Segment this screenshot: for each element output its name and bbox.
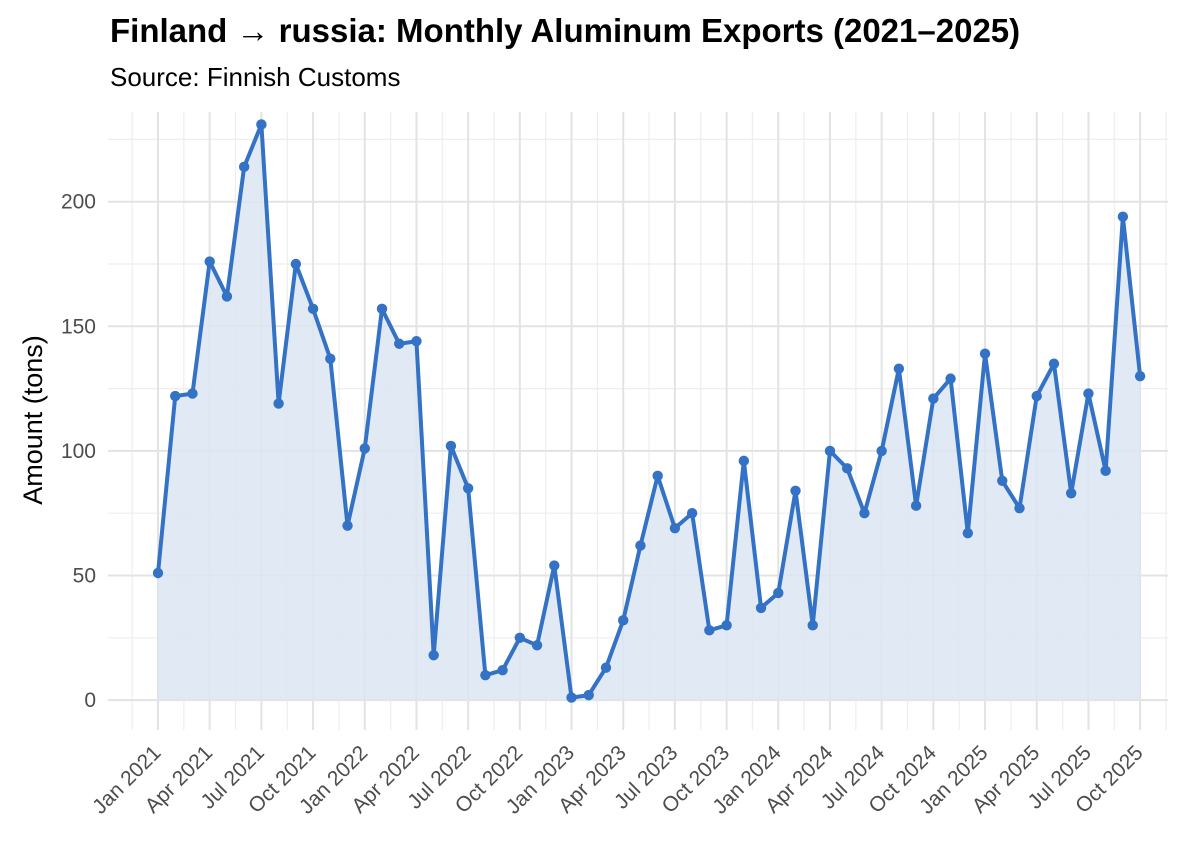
area-fill bbox=[158, 124, 1141, 701]
data-point bbox=[307, 303, 319, 315]
data-point bbox=[842, 463, 853, 474]
data-point bbox=[531, 640, 543, 651]
point-layer bbox=[152, 119, 1146, 703]
data-point bbox=[359, 443, 370, 454]
data-point bbox=[462, 483, 474, 494]
data-point bbox=[152, 567, 164, 579]
line-layer bbox=[156, 122, 1143, 700]
data-point bbox=[704, 625, 715, 636]
data-point bbox=[652, 470, 663, 482]
data-point bbox=[445, 440, 457, 452]
y-tick-label: 150 bbox=[61, 315, 96, 338]
data-point bbox=[600, 662, 612, 673]
data-point bbox=[376, 303, 388, 315]
data-point bbox=[618, 615, 629, 626]
y-tick-label: 200 bbox=[61, 191, 96, 214]
data-point bbox=[669, 522, 681, 534]
data-point bbox=[773, 587, 784, 599]
data-point bbox=[566, 692, 577, 703]
chart-title: Finland → russia: Monthly Aluminum Expor… bbox=[110, 12, 1021, 49]
data-point bbox=[480, 669, 491, 681]
chart-subtitle: Source: Finnish Customs bbox=[110, 62, 401, 92]
data-point bbox=[807, 620, 818, 631]
data-point bbox=[928, 393, 939, 404]
y-axis-label: Amount (tons) bbox=[18, 335, 48, 505]
data-point bbox=[1134, 370, 1146, 382]
data-point bbox=[411, 336, 422, 347]
data-point bbox=[549, 560, 560, 571]
y-tick-label: 100 bbox=[61, 440, 96, 463]
data-point bbox=[1014, 503, 1025, 514]
data-point bbox=[910, 500, 922, 511]
data-point bbox=[738, 455, 750, 467]
data-point bbox=[394, 338, 405, 349]
data-point bbox=[686, 508, 698, 519]
data-point bbox=[428, 650, 439, 661]
data-point bbox=[1048, 358, 1060, 369]
data-point bbox=[256, 119, 267, 130]
data-point bbox=[979, 348, 991, 359]
data-point bbox=[204, 256, 215, 267]
area-layer bbox=[158, 124, 1141, 701]
data-point bbox=[997, 475, 1008, 487]
data-point bbox=[325, 353, 336, 364]
data-point bbox=[755, 602, 767, 614]
data-point bbox=[238, 161, 250, 173]
data-point bbox=[721, 620, 732, 631]
data-point bbox=[497, 664, 508, 676]
data-point bbox=[1083, 388, 1094, 399]
data-point bbox=[824, 445, 836, 457]
data-point bbox=[170, 390, 181, 402]
data-point bbox=[876, 445, 887, 457]
data-point bbox=[290, 258, 302, 270]
data-point bbox=[273, 398, 284, 409]
data-point bbox=[1117, 211, 1129, 222]
series-line bbox=[156, 122, 1143, 700]
data-point bbox=[945, 373, 956, 384]
y-tick-label: 50 bbox=[73, 565, 96, 588]
data-point bbox=[893, 363, 905, 374]
data-point bbox=[221, 291, 233, 302]
data-point bbox=[962, 527, 974, 539]
data-point bbox=[187, 388, 198, 399]
data-point bbox=[583, 689, 594, 701]
data-point bbox=[790, 485, 801, 496]
data-point bbox=[859, 508, 870, 519]
data-point bbox=[635, 540, 646, 551]
data-point bbox=[1031, 390, 1042, 402]
data-point bbox=[1065, 488, 1077, 499]
data-point bbox=[342, 520, 353, 531]
y-tick-label: 0 bbox=[84, 689, 96, 712]
data-point bbox=[514, 632, 526, 643]
data-point bbox=[1100, 465, 1111, 477]
